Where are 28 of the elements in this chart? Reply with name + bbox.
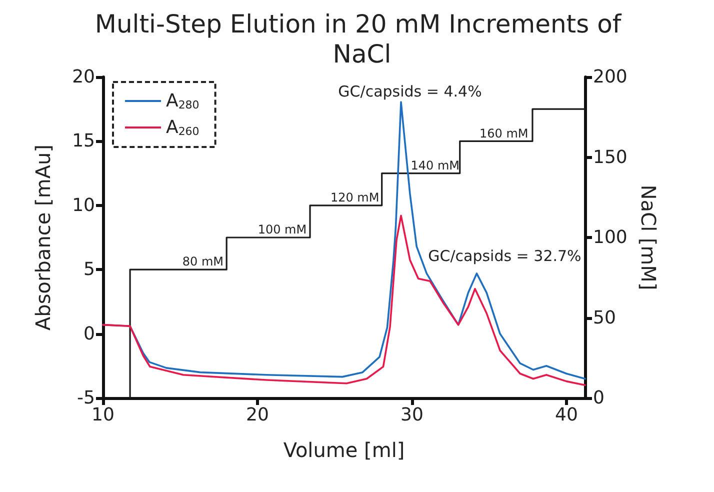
annotation: 160 mM	[480, 126, 528, 140]
y2-tick-label: 150	[593, 146, 628, 168]
x-tick-label: 40	[555, 404, 578, 426]
y-tick-label: 10	[72, 194, 95, 216]
x-tick-label: 20	[246, 404, 269, 426]
line-series	[102, 214, 586, 386]
y2-tick-label: 50	[593, 307, 616, 328]
y2-tick-label: 100	[593, 227, 628, 248]
y2-axis-title: NaCl [mM]	[636, 184, 660, 290]
y2-tick-label: 0	[593, 388, 604, 408]
y-tick-label: 5	[84, 259, 95, 280]
annotation: 140 mM	[410, 158, 460, 172]
y2-tick-label: 200	[593, 66, 628, 88]
annotation: 100 mM	[258, 222, 307, 237]
legend-label: A280	[166, 90, 200, 112]
y-tick-label: 0	[84, 323, 95, 344]
y-tick-label: 15	[72, 130, 95, 152]
annotation: 80 mM	[182, 254, 224, 269]
annotation: GC/capsids = 4.4%	[338, 82, 482, 101]
y-tick-label: -5	[77, 388, 95, 408]
chart-title: Multi-Step Elution in 20 mM Increments of NaCl	[94, 10, 630, 68]
legend-label: A260	[166, 117, 200, 138]
y-tick-label: 20	[72, 66, 95, 88]
x-axis-title: Volume [ml]	[283, 438, 405, 462]
y-axis-title: Absorbance [mAu]	[31, 144, 55, 330]
annotation: GC/capsids = 32.7%	[428, 246, 582, 265]
annotation: 120 mM	[330, 190, 380, 204]
x-tick-label: 30	[400, 404, 424, 426]
